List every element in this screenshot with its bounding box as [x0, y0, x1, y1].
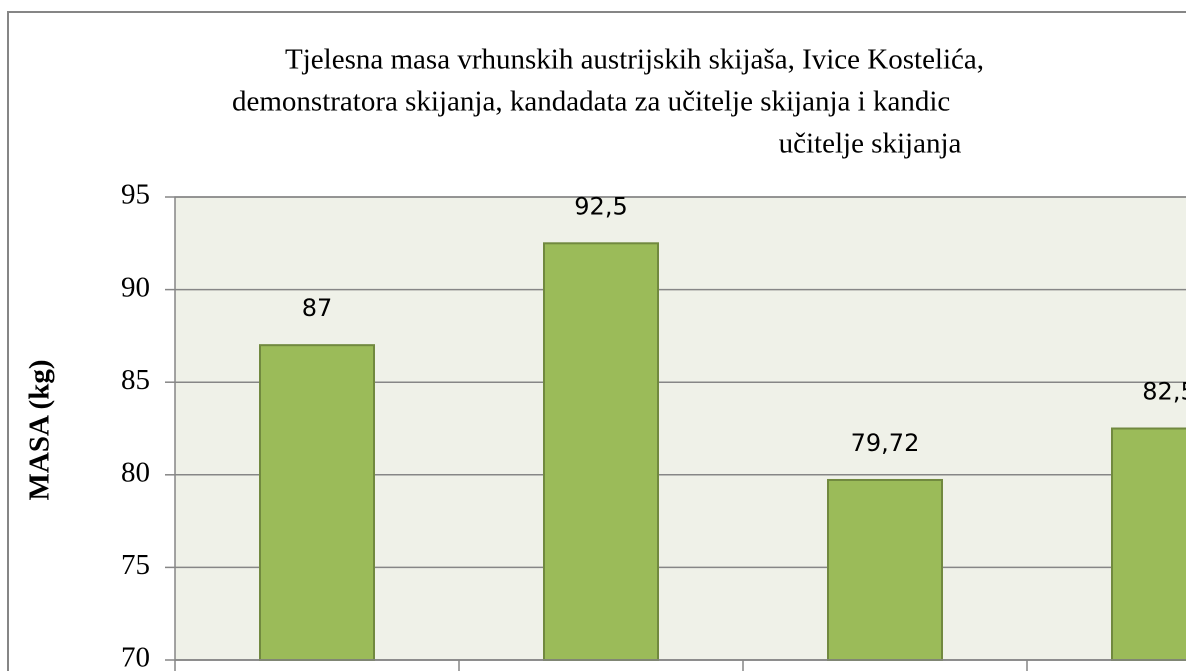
data-label: 79,72	[851, 429, 920, 457]
data-label: 82,5	[1142, 378, 1186, 406]
y-tick-label: 85	[121, 364, 150, 396]
chart-title: demonstratora skijanja, kandadata za uči…	[232, 86, 950, 118]
data-label: 92,5	[574, 192, 627, 220]
chart-title: Tjelesna masa vrhunskih austrijskih skij…	[285, 44, 984, 76]
y-axis-title: MASA (kg)	[24, 360, 56, 501]
y-tick-label: 90	[121, 271, 150, 303]
bar	[1111, 427, 1186, 661]
data-label: 87	[302, 294, 333, 322]
bar	[259, 344, 375, 661]
bar	[827, 478, 943, 661]
y-tick-label: 80	[121, 456, 150, 488]
y-tick-label: 75	[121, 549, 150, 581]
y-tick-label: 70	[121, 642, 150, 671]
chart-title: učitelje skijanja	[779, 128, 962, 160]
bar	[543, 242, 659, 662]
y-tick-label: 95	[121, 179, 150, 211]
